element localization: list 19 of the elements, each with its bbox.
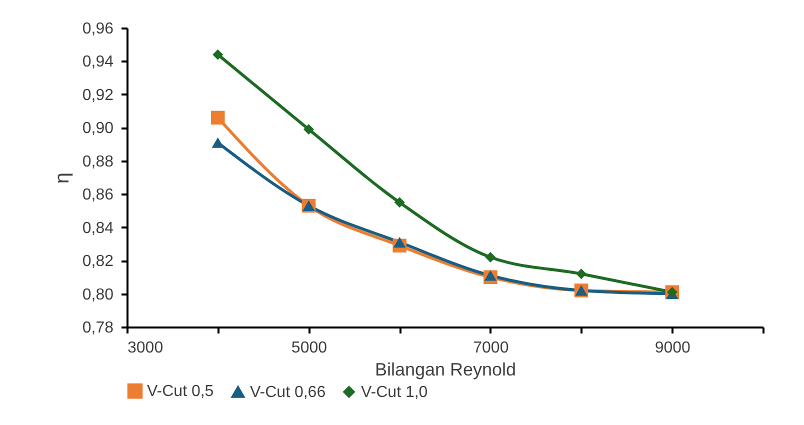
legend-label: V-Cut 0,5 [147, 383, 214, 400]
x-axis-title: Bilangan Reynold [374, 360, 516, 380]
y-tick-label: 0,92 [82, 86, 114, 104]
x-tick-label: 7000 [473, 340, 509, 356]
y-axis-title: η [51, 172, 74, 184]
legend-label: V-Cut 0,66 [250, 384, 326, 401]
y-tick-label: 0,96 [82, 20, 114, 38]
x-tick-label: 3000 [128, 340, 164, 356]
y-tick-label: 0,84 [82, 220, 114, 237]
y-tick-label: 0,94 [82, 54, 114, 71]
x-tick-label: 5000 [291, 340, 328, 356]
y-tick-label: 0,86 [82, 186, 114, 204]
y-tick-label: 0,90 [82, 120, 114, 138]
y-tick-label: 0,82 [82, 253, 114, 270]
legend-label: V-Cut 1,0 [361, 384, 428, 401]
y-tick-label: 0,78 [82, 320, 114, 336]
y-tick-label: 0,80 [82, 286, 114, 304]
y-tick-label: 0,88 [82, 153, 114, 170]
x-tick-label: 9000 [654, 340, 691, 356]
